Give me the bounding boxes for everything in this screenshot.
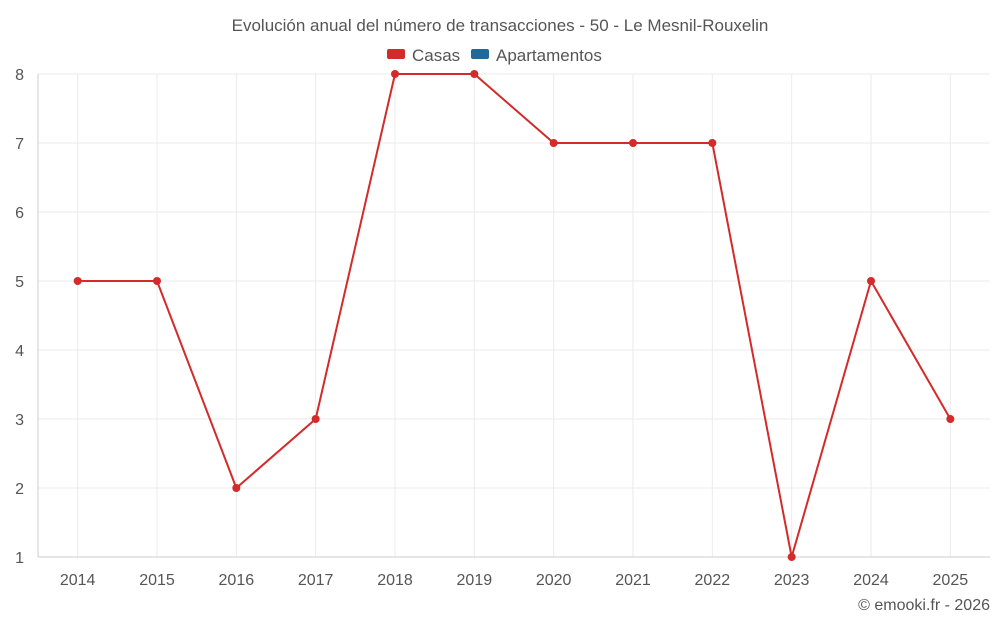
x-tick-label: 2015: [139, 572, 175, 589]
x-tick-label: 2014: [60, 572, 96, 589]
y-tick-label: 2: [15, 481, 24, 498]
data-point-casas[interactable]: [232, 484, 241, 492]
x-tick-label: 2020: [536, 572, 572, 589]
data-point-casas[interactable]: [787, 553, 796, 561]
data-point-casas[interactable]: [470, 70, 479, 78]
x-tick-label: 2024: [853, 572, 889, 589]
axes: 1 2 3 4 5 6 7 8 2014 2015 2016 2017 2018 2019 2020 2021…: [15, 67, 990, 589]
legend-swatch-apartamentos: [471, 49, 489, 59]
x-tick-label: 2019: [457, 572, 493, 589]
legend-swatch-casas: [387, 49, 405, 59]
grid: [38, 73, 990, 557]
x-tick-label: 2018: [377, 572, 413, 589]
data-point-casas[interactable]: [391, 70, 399, 78]
data-point-casas[interactable]: [153, 277, 161, 285]
y-tick-label: 4: [15, 343, 24, 360]
series-line-casas: [77, 73, 952, 558]
data-point-casas[interactable]: [311, 415, 320, 423]
y-tick-label: 7: [15, 136, 24, 153]
legend-item-apartamentos[interactable]: Apartamentos: [471, 46, 602, 65]
legend-label-casas: Casas: [412, 46, 460, 65]
series: [73, 70, 955, 561]
y-tick-label: 1: [15, 550, 24, 567]
data-point-casas[interactable]: [946, 415, 955, 423]
data-point-casas[interactable]: [73, 277, 82, 285]
x-tick-label: 2016: [219, 572, 255, 589]
legend: Casas Apartamentos: [387, 46, 602, 65]
y-tick-label: 5: [15, 274, 24, 291]
x-tick-label: 2025: [933, 572, 969, 589]
x-tick-label: 2017: [298, 572, 334, 589]
legend-label-apartamentos: Apartamentos: [496, 46, 602, 65]
x-tick-label: 2022: [695, 572, 731, 589]
data-point-casas[interactable]: [549, 139, 558, 147]
legend-item-casas[interactable]: Casas: [387, 46, 460, 65]
data-point-casas[interactable]: [867, 277, 875, 285]
data-point-casas[interactable]: [629, 139, 637, 147]
y-tick-label: 3: [15, 412, 24, 429]
y-tick-label: 8: [15, 67, 24, 84]
credit-text: © emooki.fr - 2026: [858, 597, 990, 614]
y-tick-label: 6: [15, 205, 24, 222]
data-point-casas[interactable]: [708, 139, 717, 147]
x-tick-label: 2023: [774, 572, 810, 589]
chart-title: Evolución anual del número de transaccio…: [232, 16, 769, 35]
x-tick-label: 2021: [615, 572, 651, 589]
